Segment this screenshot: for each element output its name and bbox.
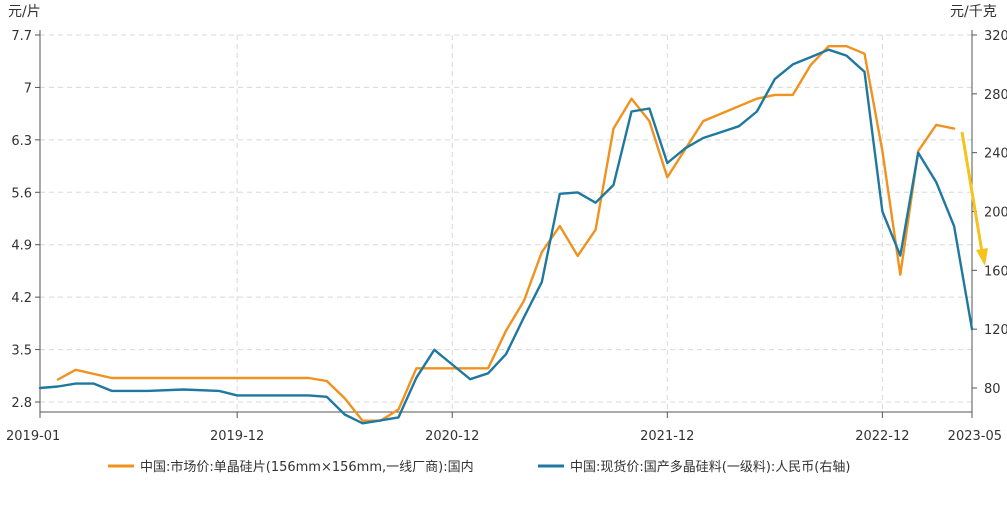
left-tick-label: 4.2 (11, 291, 32, 306)
x-tick-label: 2022-12 (855, 429, 909, 444)
downward-arrow-head (976, 248, 988, 266)
left-tick-label: 2.8 (11, 396, 32, 411)
right-tick-label: 160 (984, 264, 1007, 279)
wafer-price-line (56, 45, 956, 422)
right-tick-label: 80 (984, 382, 1001, 397)
right-tick-label: 320 (984, 29, 1007, 44)
x-tick-label: 2023-05 (948, 429, 1002, 444)
downward-arrow-shaft (960, 131, 984, 253)
legend-label-wafer: 中国:市场价:单晶硅片(156mm×156mm,一线厂商):国内 (140, 459, 474, 475)
left-tick-label: 7 (24, 81, 32, 96)
axes-layer: 元/片 元/千克 (8, 4, 997, 413)
left-tick-label: 3.5 (11, 344, 32, 359)
x-tick-label: 2019-01 (6, 429, 60, 444)
tick-layer: 7.7 7 6.3 5.6 4.9 4.2 3.5 2.8 320 280 240 200 160 120… (6, 29, 1007, 444)
left-tick-label: 5.6 (11, 186, 32, 201)
left-tick-label: 6.3 (11, 134, 32, 149)
legend: 中国:市场价:单晶硅片(156mm×156mm,一线厂商):国内 中国:现货价:国… (108, 459, 850, 475)
right-tick-label: 120 (984, 323, 1007, 338)
right-tick-label: 240 (984, 147, 1007, 162)
right-tick-label: 280 (984, 88, 1007, 103)
left-tick-label: 7.7 (11, 29, 32, 44)
grid-layer (39, 34, 973, 412)
legend-label-polysilicon: 中国:现货价:国产多晶硅料(一级料):人民币(右轴) (570, 459, 850, 475)
x-tick-label: 2019-12 (210, 429, 264, 444)
series-layer (38, 45, 974, 425)
right-axis-unit: 元/千克 (950, 4, 997, 20)
annotation-layer (960, 131, 988, 266)
polysilicon-price-line (38, 48, 974, 425)
x-tick-label: 2020-12 (425, 429, 479, 444)
left-tick-label: 4.9 (11, 239, 32, 254)
right-tick-label: 200 (984, 206, 1007, 221)
x-tick-label: 2021-12 (640, 429, 694, 444)
left-axis-unit: 元/片 (8, 4, 41, 20)
